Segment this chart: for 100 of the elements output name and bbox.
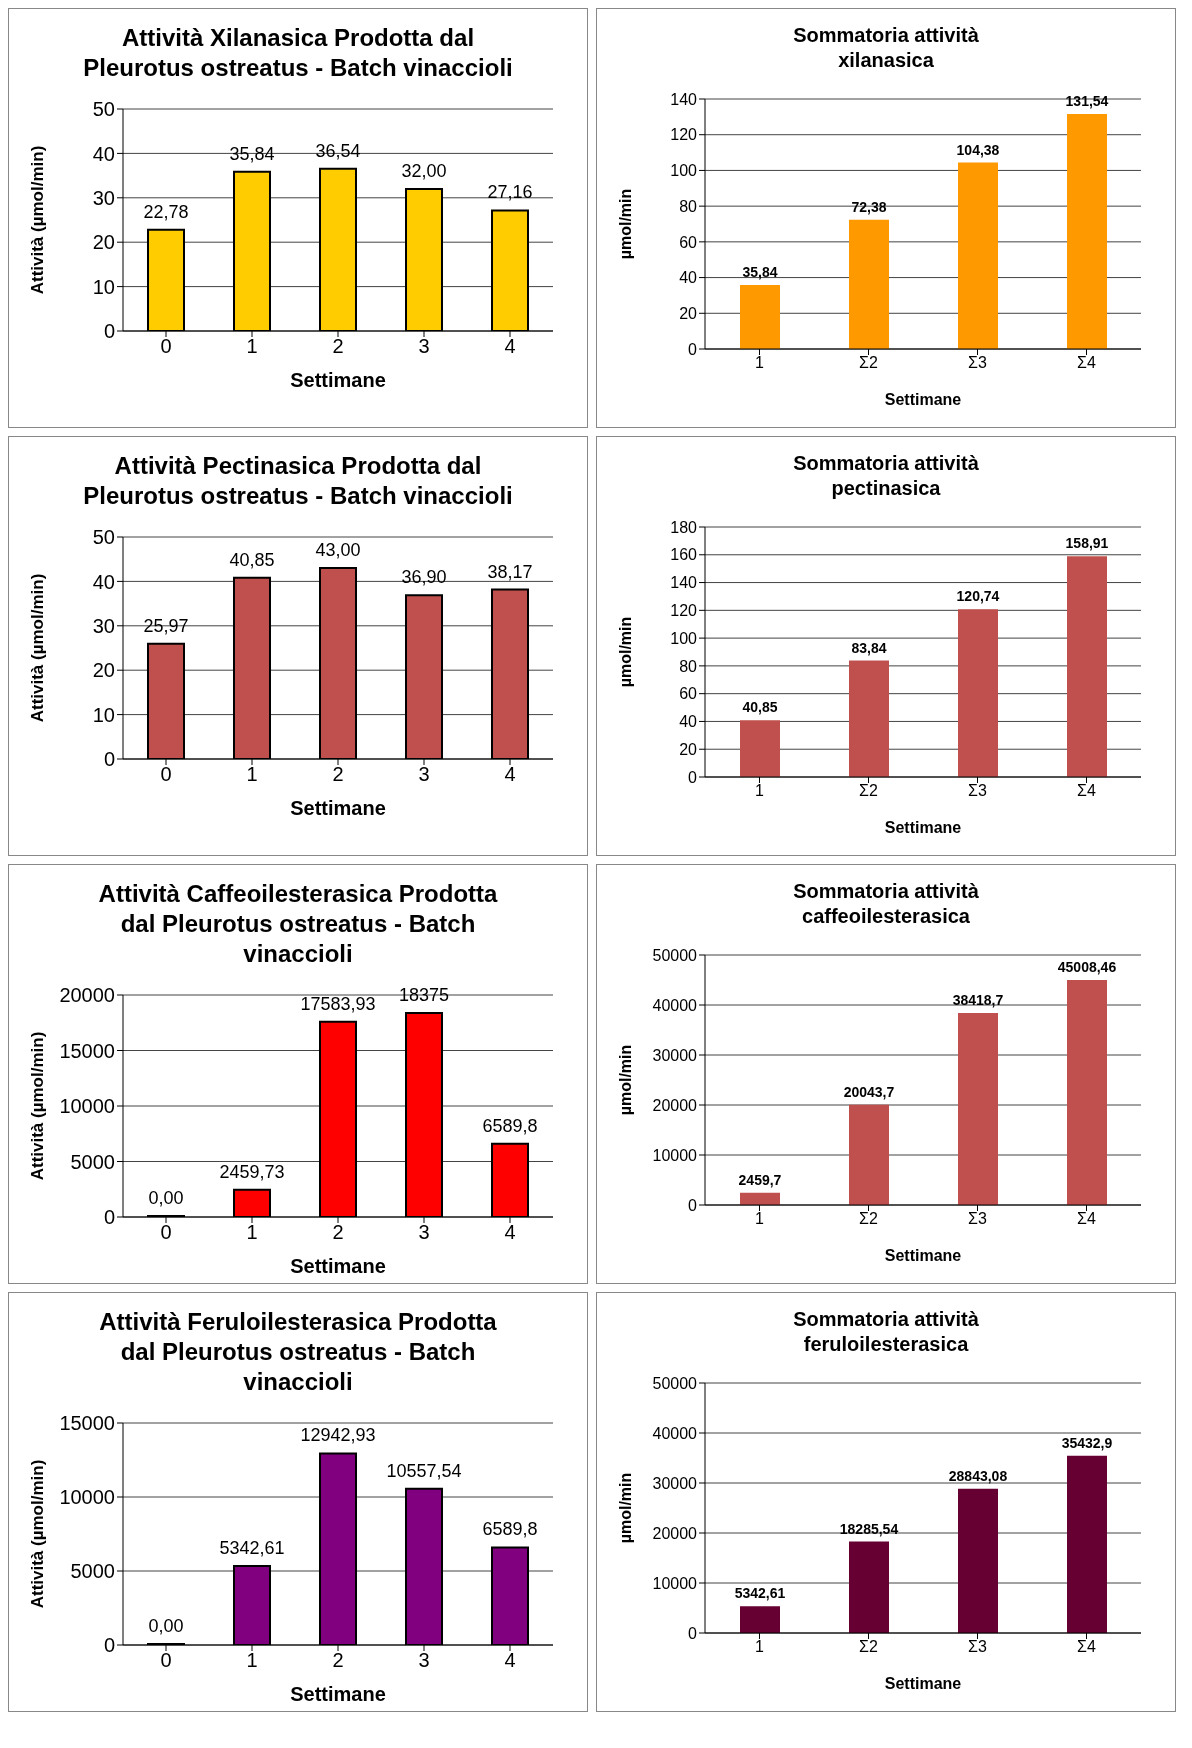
x-tick-label: Σ2 — [859, 1638, 878, 1656]
y-tick-label: 30000 — [652, 1046, 698, 1064]
y-tick-label: 100 — [670, 162, 698, 180]
y-tick-label: 20 — [679, 740, 698, 758]
x-axis-title: Settimane — [290, 797, 386, 819]
y-tick-label: 0 — [103, 748, 115, 771]
y-tick-label: 160 — [670, 546, 698, 564]
data-label: 131,54 — [1065, 93, 1109, 110]
data-label: 2459,73 — [219, 1161, 285, 1182]
y-tick-label: 20 — [679, 304, 698, 322]
y-tick-label: 140 — [670, 90, 698, 108]
y-axis-title: Attività (µmol/min) — [28, 573, 48, 723]
y-tick-label: 40000 — [652, 1424, 698, 1442]
y-tick-label: 20000 — [59, 984, 115, 1007]
x-tick-label: 4 — [504, 1649, 516, 1672]
data-label: 43,00 — [315, 540, 361, 561]
chart-title: Sommatoria attività caffeoilesterasica — [792, 879, 980, 929]
chart-title: Sommatoria attività pectinasica — [792, 451, 980, 501]
x-tick-label: 0 — [160, 1221, 172, 1244]
y-tick-label: 60 — [679, 685, 698, 703]
y-tick-label: 40000 — [652, 996, 698, 1014]
x-axis-title: Settimane — [884, 391, 962, 408]
data-label: 5342,61 — [734, 1585, 786, 1602]
data-label: 120,74 — [956, 588, 1000, 605]
y-tick-label: 40 — [679, 269, 698, 287]
x-tick-label: 0 — [160, 335, 172, 358]
data-label: 2459,7 — [738, 1171, 782, 1188]
y-tick-label: 20000 — [652, 1096, 698, 1114]
y-tick-label: 10000 — [59, 1095, 115, 1118]
x-tick-label: 1 — [246, 1221, 258, 1244]
chart-title: Attività Pectinasica Prodotta dal Pleurotus ostreatus - Batch vinaccioli — [83, 451, 513, 511]
x-tick-label: Σ4 — [1077, 1638, 1096, 1656]
x-tick-label: 1 — [755, 354, 765, 372]
data-label: 0,00 — [148, 1188, 184, 1208]
y-tick-label: 180 — [670, 518, 698, 536]
x-tick-label: 3 — [418, 1649, 430, 1672]
x-tick-label: 1 — [246, 335, 258, 358]
chart-title: Attività Feruloilesterasica Prodotta dal Pleurotus ostreatus - Batch vinaccioli — [98, 1307, 498, 1397]
data-label: 6589,8 — [482, 1519, 538, 1540]
y-tick-label: 10 — [92, 275, 115, 298]
data-label: 158,91 — [1065, 535, 1109, 552]
y-axis-title: µmol/min — [616, 616, 634, 688]
x-tick-label: Σ4 — [1077, 354, 1096, 372]
x-tick-label: Σ2 — [859, 782, 878, 800]
y-axis-title: Attività (µmol/min) — [28, 1459, 48, 1609]
x-axis-title: Settimane — [290, 1683, 386, 1705]
x-tick-label: 3 — [418, 335, 430, 358]
x-tick-label: 1 — [246, 1649, 258, 1672]
y-tick-label: 5000 — [70, 1560, 115, 1583]
data-label: 72,38 — [851, 198, 887, 215]
x-tick-label: Σ3 — [968, 782, 987, 800]
data-label: 83,84 — [851, 639, 887, 656]
y-tick-label: 5000 — [70, 1150, 115, 1173]
x-tick-label: 4 — [504, 1221, 516, 1244]
y-tick-label: 30000 — [652, 1474, 698, 1492]
y-tick-label: 10000 — [652, 1146, 698, 1164]
data-label: 6589,8 — [482, 1115, 538, 1136]
chart-title: Sommatoria attività xilanasica — [792, 23, 980, 73]
x-tick-label: Σ2 — [859, 354, 878, 372]
x-axis-title: Settimane — [290, 1255, 386, 1277]
data-label: 40,85 — [229, 549, 275, 570]
y-tick-label: 140 — [670, 574, 698, 592]
data-label: 20043,7 — [843, 1083, 895, 1100]
data-label: 38418,7 — [952, 991, 1004, 1008]
y-tick-label: 30 — [92, 186, 115, 209]
data-label: 22,78 — [143, 201, 189, 222]
y-tick-label: 20 — [92, 659, 115, 682]
y-tick-label: 100 — [670, 629, 698, 647]
data-label: 104,38 — [956, 141, 1000, 158]
y-axis-title: Attività (µmol/min) — [28, 1031, 48, 1181]
y-tick-label: 50000 — [652, 946, 698, 964]
y-tick-label: 40 — [679, 713, 698, 731]
y-tick-label: 120 — [670, 126, 698, 144]
data-label: 45008,46 — [1057, 958, 1117, 975]
y-tick-label: 10000 — [59, 1486, 115, 1509]
y-tick-label: 40 — [92, 570, 115, 593]
y-axis-title: Attività (µmol/min) — [28, 145, 48, 295]
data-label: 5342,61 — [219, 1537, 285, 1558]
y-axis-title: µmol/min — [616, 188, 634, 260]
x-tick-label: Σ2 — [859, 1210, 878, 1228]
y-axis-title: µmol/min — [616, 1044, 634, 1116]
data-label: 27,16 — [487, 182, 533, 203]
data-label: 25,97 — [143, 615, 189, 636]
data-label: 35,84 — [742, 264, 778, 280]
x-tick-label: 0 — [160, 1649, 172, 1672]
y-tick-label: 40 — [92, 142, 115, 165]
chart-title: Attività Xilanasica Prodotta dal Pleurotus ostreatus - Batch vinaccioli — [83, 23, 513, 83]
data-label: 40,85 — [742, 699, 778, 716]
y-tick-label: 0 — [688, 1624, 698, 1642]
x-tick-label: 1 — [755, 1210, 765, 1228]
x-axis-title: Settimane — [290, 369, 386, 391]
data-label: 28843,08 — [948, 1467, 1008, 1484]
x-tick-label: 4 — [504, 763, 516, 786]
y-tick-label: 0 — [688, 1196, 698, 1214]
chart-title: Attività Caffeoilesterasica Prodotta dal Pleurotus ostreatus - Batch vinaccioli — [97, 879, 499, 969]
y-tick-label: 80 — [679, 657, 698, 675]
x-tick-label: Σ4 — [1077, 1210, 1096, 1228]
y-axis-title: µmol/min — [616, 1472, 634, 1544]
y-tick-label: 10 — [92, 703, 115, 726]
y-tick-label: 15000 — [59, 1039, 115, 1062]
